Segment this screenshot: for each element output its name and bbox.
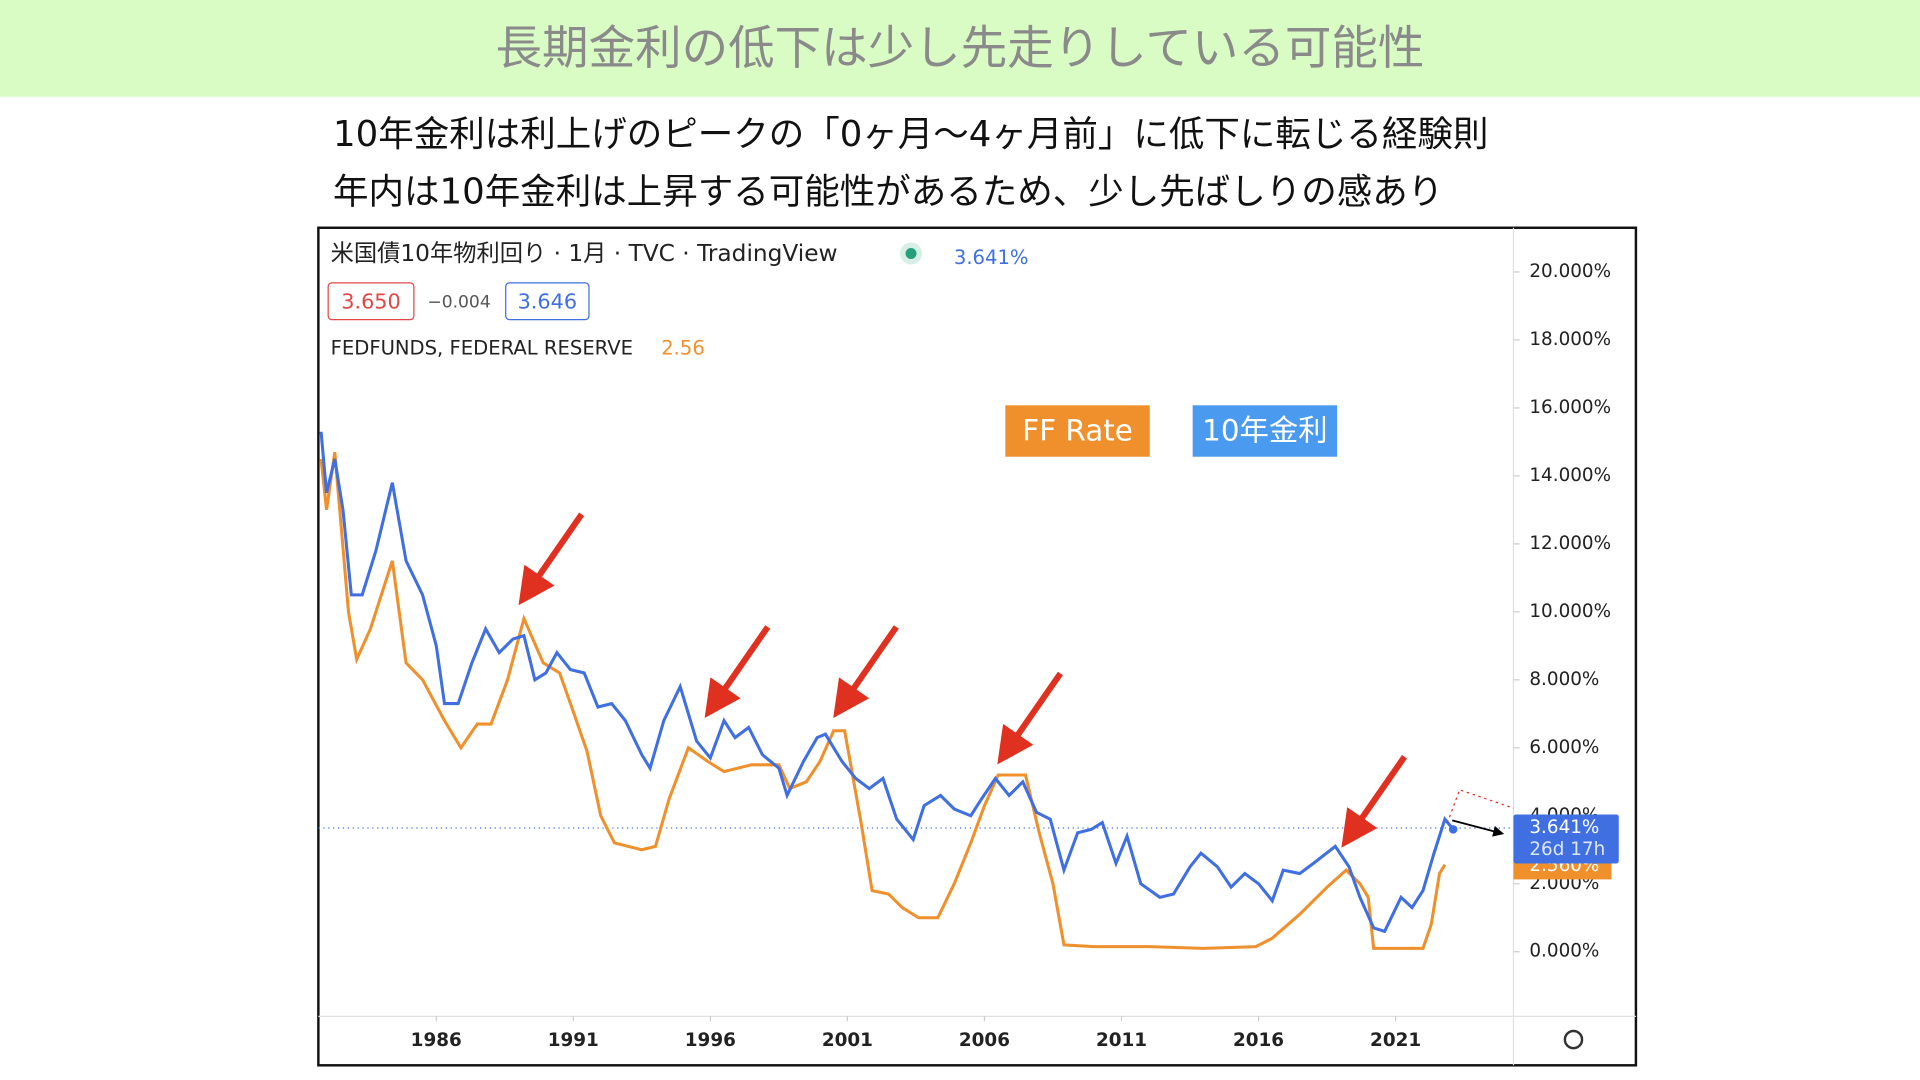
y-tick-label: 18.000% bbox=[1529, 329, 1611, 350]
y-tick-label: 10.000% bbox=[1529, 601, 1611, 622]
header-ask: 3.646 bbox=[518, 289, 578, 313]
projection-arrow bbox=[1452, 819, 1505, 837]
y-tick-label: 6.000% bbox=[1529, 737, 1599, 758]
arrow bbox=[518, 512, 585, 606]
last-point bbox=[1448, 825, 1458, 834]
header-symbol: 米国債10年物利回り · 1月 · TVC · TradingView bbox=[331, 240, 838, 267]
arrow bbox=[997, 671, 1063, 765]
x-tick-label: 1986 bbox=[411, 1030, 462, 1051]
x-tick-label: 1996 bbox=[685, 1030, 736, 1051]
header-second-value: 2.56 bbox=[661, 336, 705, 359]
price-tag bbox=[1513, 814, 1619, 864]
x-tick-label: 2011 bbox=[1096, 1030, 1147, 1051]
legend-label: 10年金利 bbox=[1202, 414, 1328, 448]
slide-line: 年内は10年金利は上昇する可能性があるため、少し先ばしりの感あり bbox=[333, 171, 1443, 212]
series-line bbox=[319, 451, 1447, 950]
header-last: 3.641% bbox=[954, 246, 1029, 269]
y-tick-label: 0.000% bbox=[1529, 941, 1599, 962]
legend-label: FF Rate bbox=[1022, 414, 1133, 448]
bid-box bbox=[327, 282, 415, 321]
x-tick-label: 2006 bbox=[959, 1030, 1010, 1051]
plot bbox=[318, 271, 1520, 1022]
x-tick-label: 2001 bbox=[822, 1030, 873, 1051]
x-tick-label: 2021 bbox=[1370, 1030, 1421, 1051]
ask-box bbox=[505, 282, 590, 321]
header-second: FEDFUNDS, FEDERAL RESERVE bbox=[331, 336, 633, 359]
y-tick-label: 16.000% bbox=[1529, 397, 1611, 418]
y-tick-label: 20.000% bbox=[1529, 261, 1611, 282]
arrow bbox=[833, 625, 899, 718]
series-line bbox=[319, 431, 1455, 934]
legend-box bbox=[1192, 405, 1338, 457]
x-tick-label: 1991 bbox=[548, 1030, 599, 1051]
slide-line: 10年金利は利上げのピークの「0ヶ月〜4ヶ月前」に低下に転じる経験則 bbox=[333, 114, 1488, 155]
price-tag-countdown: 26d 17h bbox=[1529, 839, 1605, 860]
slide-title: 長期金利の低下は少し先走りしている可能性 bbox=[496, 21, 1425, 75]
x-tick-label: 2016 bbox=[1233, 1030, 1284, 1051]
y-tick-label: 12.000% bbox=[1529, 533, 1611, 554]
arrow bbox=[1341, 754, 1408, 848]
header-spread: −0.004 bbox=[427, 292, 490, 312]
y-tick-label: 8.000% bbox=[1529, 669, 1599, 690]
legend-box bbox=[1005, 405, 1150, 457]
settings-icon[interactable] bbox=[1563, 1029, 1584, 1050]
y-tick-label: 14.000% bbox=[1529, 465, 1611, 486]
chart-frame bbox=[317, 226, 1638, 1067]
header-bid: 3.650 bbox=[341, 289, 401, 313]
annotation-arrows bbox=[518, 512, 1408, 848]
arrow bbox=[704, 625, 771, 718]
status-dot bbox=[905, 247, 917, 259]
title-band bbox=[0, 0, 1920, 97]
price-tag-label: 3.641% bbox=[1529, 817, 1599, 838]
